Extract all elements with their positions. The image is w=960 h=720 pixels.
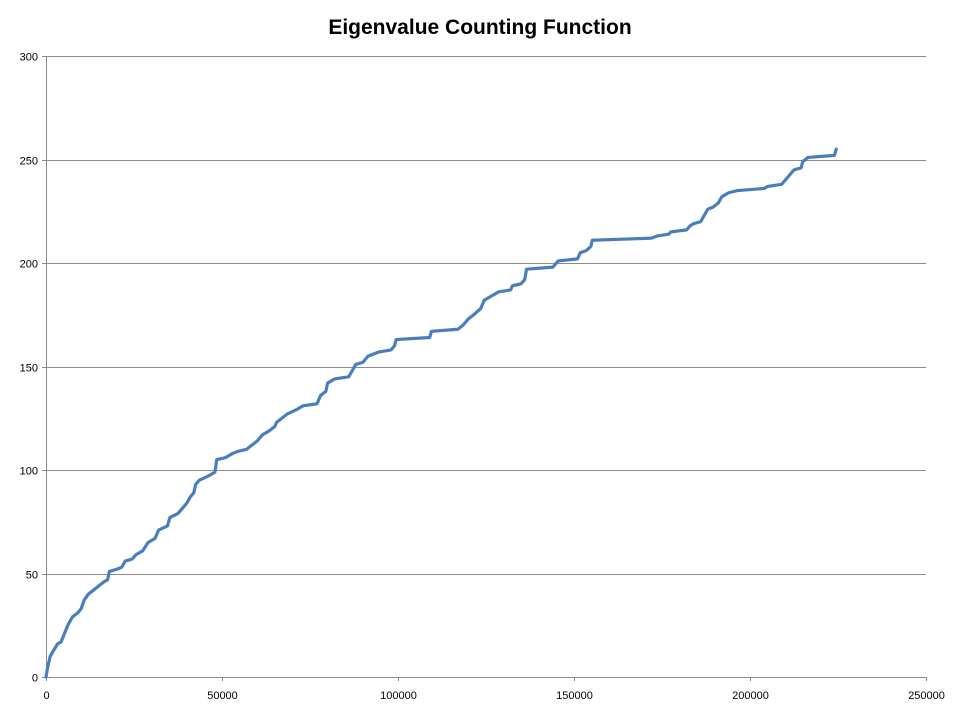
- chart-title: Eigenvalue Counting Function: [328, 16, 631, 39]
- y-tick-label: 150: [20, 363, 38, 375]
- y-tick-label: 0: [32, 673, 38, 685]
- x-tick-label: 200000: [732, 690, 769, 702]
- x-tick-label: 250000: [908, 690, 945, 702]
- series-line: [44, 147, 838, 679]
- y-tick-label: 250: [20, 156, 38, 168]
- y-tick-label: 100: [20, 466, 38, 478]
- x-tick-label: 100000: [380, 690, 417, 702]
- grid-layer: [46, 56, 926, 575]
- x-tick-label: 0: [43, 690, 49, 702]
- y-tick-label: 200: [20, 259, 38, 271]
- y-tick-labels: 0 50 100 150 200 250 300: [20, 52, 38, 685]
- x-tick-label: 50000: [207, 690, 238, 702]
- x-tick-labels: 0 50000 100000 150000 200000 250000: [43, 690, 944, 702]
- series-layer: [44, 147, 838, 679]
- y-tick-label: 50: [26, 570, 38, 582]
- axis-layer: [42, 56, 927, 681]
- x-tick-label: 150000: [556, 690, 593, 702]
- y-tick-label: 300: [20, 52, 38, 64]
